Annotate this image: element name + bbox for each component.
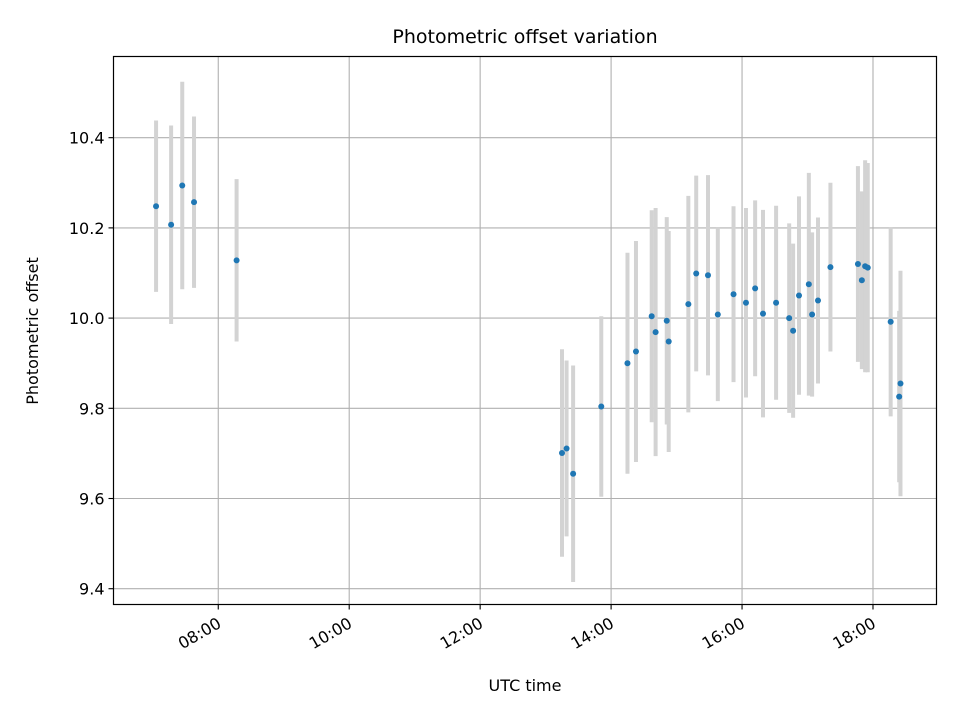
data-point bbox=[598, 403, 605, 410]
y-axis-title: Photometric offset bbox=[23, 257, 42, 405]
data-point bbox=[796, 292, 803, 299]
data-point bbox=[809, 311, 816, 318]
plot-frame bbox=[112, 55, 938, 606]
y-tick-label: 9.8 bbox=[79, 399, 104, 418]
data-point bbox=[191, 199, 198, 206]
data-point bbox=[864, 264, 871, 271]
marker-layer bbox=[153, 182, 904, 477]
data-point bbox=[233, 257, 240, 264]
data-point bbox=[752, 285, 759, 292]
y-tick-label: 9.4 bbox=[79, 580, 104, 599]
y-tick-label: 9.6 bbox=[79, 490, 104, 509]
y-tick-label: 10.2 bbox=[69, 219, 105, 238]
data-point bbox=[790, 327, 797, 334]
data-point bbox=[693, 270, 700, 277]
data-point bbox=[563, 445, 570, 452]
data-point bbox=[179, 182, 186, 189]
data-point bbox=[558, 449, 565, 456]
data-point bbox=[759, 310, 766, 317]
data-point bbox=[153, 203, 160, 210]
data-point bbox=[663, 317, 670, 324]
data-point bbox=[168, 221, 175, 228]
y-tick-label: 10.4 bbox=[69, 129, 105, 148]
data-point bbox=[897, 380, 904, 387]
x-axis-title: UTC time bbox=[489, 676, 562, 695]
data-point bbox=[896, 393, 903, 400]
data-point bbox=[854, 260, 861, 267]
data-point bbox=[814, 297, 821, 304]
tick-layer bbox=[108, 137, 874, 610]
data-point bbox=[742, 299, 749, 306]
data-point bbox=[652, 329, 659, 336]
data-point bbox=[730, 291, 737, 298]
data-point bbox=[786, 315, 793, 322]
data-point bbox=[648, 313, 655, 320]
data-point bbox=[887, 318, 894, 325]
data-point bbox=[632, 348, 639, 355]
data-point bbox=[570, 470, 577, 477]
data-point bbox=[714, 311, 721, 318]
data-point bbox=[805, 281, 812, 288]
data-point bbox=[773, 299, 780, 306]
data-point bbox=[704, 272, 711, 279]
data-point bbox=[685, 301, 692, 308]
data-point bbox=[665, 338, 672, 345]
y-tick-label: 10.0 bbox=[69, 309, 105, 328]
chart-title: Photometric offset variation bbox=[392, 26, 657, 48]
data-point bbox=[624, 360, 631, 367]
data-point bbox=[858, 277, 865, 284]
data-point bbox=[827, 264, 834, 271]
